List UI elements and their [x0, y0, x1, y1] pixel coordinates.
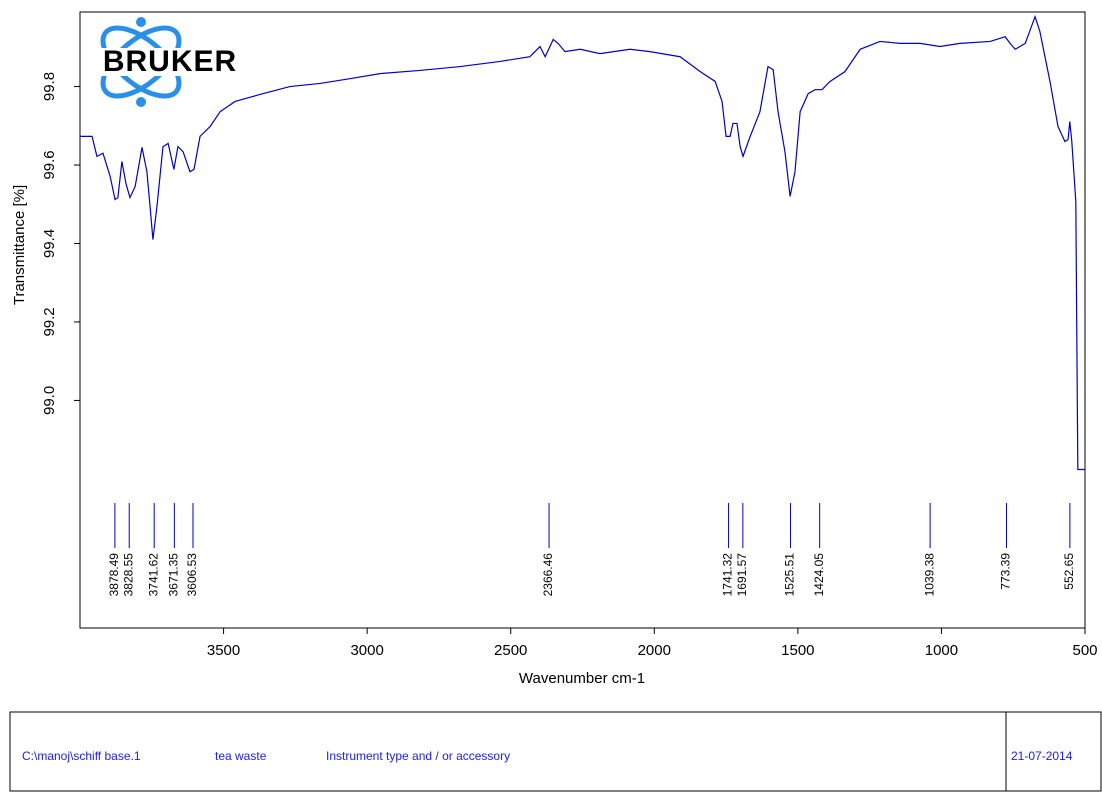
x-tick-label: 3500 [207, 642, 240, 659]
logo-dot [136, 97, 146, 107]
peak-label: 3606.53 [185, 553, 199, 597]
footer-box [9, 711, 1102, 792]
peak-label: 1039.38 [922, 553, 936, 597]
peak-label: 3878.49 [107, 553, 121, 597]
logo-band [86, 48, 258, 76]
x-tick-label: 500 [1072, 642, 1097, 659]
footer-sample: tea waste [215, 749, 267, 763]
logo-text: BRUKER [103, 45, 237, 78]
y-tick-label: 99.0 [41, 386, 58, 415]
x-tick-label: 2500 [494, 642, 527, 659]
x-tick-label: 1000 [925, 642, 958, 659]
footer-file: C:\manoj\schiff base.1 [22, 749, 141, 763]
y-axis-label: Transmittance [%] [11, 185, 28, 305]
peak-label: 552.65 [1062, 553, 1076, 590]
x-axis-label: Wavenumber cm-1 [519, 670, 645, 687]
footer-date: 21-07-2014 [1011, 749, 1073, 763]
spectrum-line [80, 14, 1085, 471]
x-tick-label: 2000 [638, 642, 671, 659]
y-tick-label: 99.4 [41, 229, 58, 258]
peak-label: 1741.32 [721, 553, 735, 597]
y-tick-label: 99.6 [41, 150, 58, 179]
logo-orbit [100, 25, 182, 99]
y-tick-label: 99.8 [41, 72, 58, 101]
peak-label: 1525.51 [783, 553, 797, 597]
peak-label: 3828.55 [121, 553, 135, 597]
peak-label: 2366.46 [541, 553, 555, 597]
peak-label: 773.39 [999, 553, 1013, 590]
plot-frame [79, 11, 1086, 629]
peak-label: 3741.62 [146, 553, 160, 597]
x-tick-label: 3000 [350, 642, 383, 659]
footer-instrument: Instrument type and / or accessory [326, 749, 510, 763]
logo: BRUKER [86, 17, 258, 107]
logo-orbit [100, 25, 182, 99]
peak-label: 1424.05 [812, 553, 826, 597]
peak-label: 1691.57 [735, 553, 749, 597]
peak-label: 3671.35 [167, 553, 181, 597]
x-tick-label: 1500 [781, 642, 814, 659]
y-tick-label: 99.2 [41, 307, 58, 336]
logo-dot [136, 17, 146, 27]
